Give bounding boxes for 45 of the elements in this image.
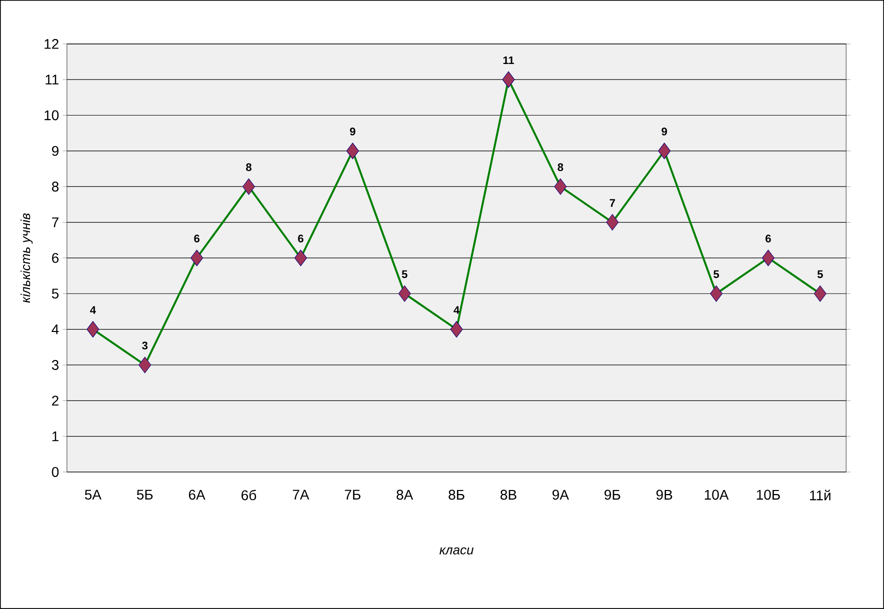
y-tick-label: 10 bbox=[44, 110, 59, 120]
x-tick-label: 9А bbox=[552, 490, 569, 500]
data-label: 5 bbox=[817, 270, 823, 278]
y-tick-label: 4 bbox=[52, 324, 59, 334]
x-tick-label: 10А bbox=[704, 490, 729, 500]
data-label: 4 bbox=[454, 306, 460, 314]
data-label: 6 bbox=[766, 234, 771, 242]
y-tick-label: 9 bbox=[52, 146, 58, 156]
y-tick-label: 7 bbox=[52, 218, 58, 228]
y-tick-label: 8 bbox=[52, 182, 59, 192]
x-tick-label: 6А bbox=[188, 490, 206, 500]
x-tick-label: 11й bbox=[810, 490, 830, 500]
x-tick-label: 5Б bbox=[136, 490, 153, 500]
y-tick-label: 1 bbox=[52, 432, 58, 442]
x-tick-label: 8Б bbox=[448, 490, 464, 500]
data-label: 4 bbox=[90, 306, 96, 314]
y-axis-title: кількість учнів bbox=[20, 213, 33, 303]
y-tick-label: 11 bbox=[46, 74, 58, 84]
y-tick-label: 12 bbox=[44, 39, 58, 49]
data-label: 8 bbox=[246, 163, 252, 172]
data-label: 6 bbox=[298, 234, 304, 242]
x-tick-label: 8А bbox=[396, 490, 414, 500]
data-label: 9 bbox=[350, 128, 356, 136]
x-tick-label: 6б bbox=[242, 490, 256, 500]
data-label: 11 bbox=[503, 56, 514, 64]
y-tick-label: 5 bbox=[52, 288, 59, 299]
x-axis-title: класи bbox=[440, 547, 474, 555]
data-label: 5 bbox=[714, 270, 720, 278]
x-tick-label: 7А bbox=[292, 490, 310, 500]
data-label: 7 bbox=[610, 199, 615, 207]
y-tick-label: 2 bbox=[52, 396, 58, 406]
x-tick-label: 9Б bbox=[604, 490, 620, 500]
x-tick-label: 9В bbox=[656, 490, 672, 500]
y-tick-label: 6 bbox=[52, 253, 59, 263]
data-label: 8 bbox=[558, 163, 564, 172]
data-label: 9 bbox=[662, 128, 667, 136]
data-label: 5 bbox=[402, 270, 408, 278]
data-label: 3 bbox=[142, 342, 148, 350]
x-tick-label: 7Б bbox=[344, 490, 360, 500]
x-tick-label: 10Б bbox=[756, 490, 780, 500]
data-label: 6 bbox=[194, 234, 200, 242]
x-tick-label: 8В bbox=[500, 490, 516, 500]
y-tick-label: 3 bbox=[52, 360, 59, 370]
x-tick-label: 5А bbox=[84, 490, 102, 500]
y-tick-label: 0 bbox=[52, 467, 59, 477]
